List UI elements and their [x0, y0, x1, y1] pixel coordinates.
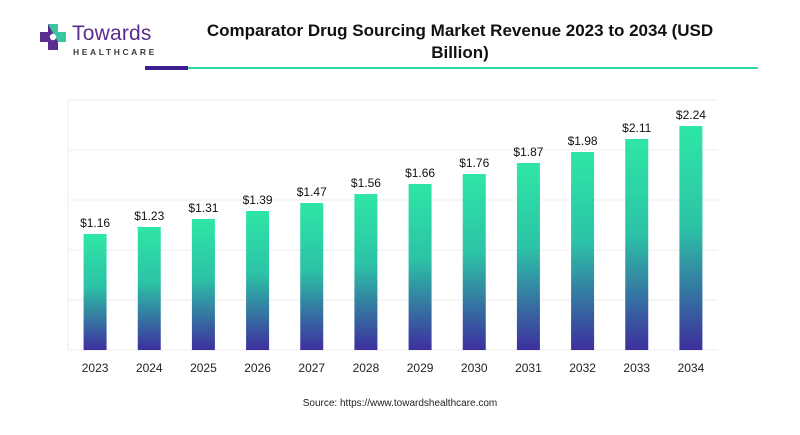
logo-sub: HEALTHCARE	[73, 47, 157, 57]
gridlines	[67, 99, 718, 351]
x-tick-label-2030: 2030	[461, 361, 488, 375]
data-label-2031: $1.87	[513, 145, 543, 159]
x-axis-ticks: 2023 2024 2025 2026 2027 2028 2029 2030 2031 2032…	[82, 361, 705, 375]
logo-brand: Towards	[72, 22, 152, 45]
bar-2034	[679, 126, 703, 350]
x-tick-label-2031: 2031	[515, 361, 542, 375]
title-rule	[188, 67, 758, 69]
data-label-2025: $1.31	[188, 201, 218, 215]
bar-2029	[408, 184, 432, 350]
data-label-2030: $1.76	[459, 156, 489, 170]
x-tick-label-2027: 2027	[298, 361, 325, 375]
bar-2023	[83, 234, 107, 350]
data-label-2023: $1.16	[80, 216, 110, 230]
data-labels: $1.16 $1.23 $1.31 $1.39 $1.47 $1.56 $1.66 $1.76…	[80, 108, 706, 230]
bars	[83, 126, 703, 350]
source-note: Source: https://www.towardshealthcare.co…	[302, 398, 498, 409]
data-label-2026: $1.39	[243, 193, 273, 207]
data-label-2028: $1.56	[351, 176, 381, 190]
chart-title: Comparator Drug Sourcing Market Revenue …	[206, 21, 714, 62]
data-label-2024: $1.23	[134, 209, 164, 223]
bar-2030	[462, 174, 486, 350]
x-tick-label-2028: 2028	[353, 361, 380, 375]
data-label-2032: $1.98	[568, 134, 598, 148]
title-rule-accent	[145, 66, 188, 70]
bar-2027	[300, 203, 324, 350]
logo: Towards HEALTHCARE	[38, 20, 198, 60]
bar-2028	[354, 194, 378, 350]
data-label-2034: $2.24	[676, 108, 706, 122]
x-tick-label-2029: 2029	[407, 361, 434, 375]
x-tick-label-2032: 2032	[569, 361, 596, 375]
bar-2024	[137, 227, 161, 350]
x-tick-label-2023: 2023	[82, 361, 109, 375]
bar-2031	[516, 163, 540, 350]
x-tick-label-2033: 2033	[623, 361, 650, 375]
bar-2032	[571, 152, 595, 350]
bar-2033	[625, 139, 649, 350]
x-tick-label-2034: 2034	[678, 361, 705, 375]
x-tick-label-2025: 2025	[190, 361, 217, 375]
x-tick-label-2026: 2026	[244, 361, 271, 375]
medical-cross-icon	[40, 24, 66, 50]
bar-2026	[246, 211, 270, 350]
data-label-2029: $1.66	[405, 166, 435, 180]
bar-2025	[191, 219, 215, 350]
data-label-2027: $1.47	[297, 185, 327, 199]
x-tick-label-2024: 2024	[136, 361, 163, 375]
data-label-2033: $2.11	[622, 121, 651, 135]
